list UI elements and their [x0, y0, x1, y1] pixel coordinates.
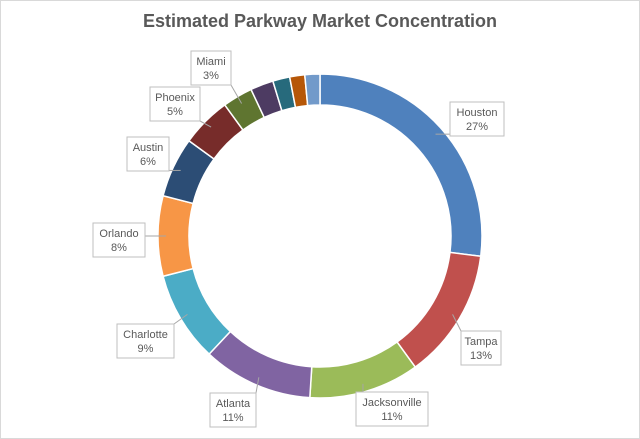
label-box-austin: [126, 136, 170, 172]
data-label-austin: Austin: [133, 142, 164, 154]
data-value-phoenix: 5%: [167, 106, 183, 118]
leader-line-phoenix: [199, 120, 212, 128]
data-label-tampa: Tampa: [464, 336, 498, 348]
leader-line-atlanta: [255, 377, 260, 394]
data-value-jacksonville: 11%: [381, 411, 402, 423]
label-box-orlando: [92, 222, 146, 258]
data-label-jacksonville: Jacksonville: [362, 397, 421, 409]
leader-line-miami: [230, 84, 243, 104]
label-box-jacksonville: [355, 391, 429, 427]
data-value-houston: 27%: [466, 121, 488, 133]
data-value-atlanta: 11%: [222, 412, 243, 424]
data-label-charlotte: Charlotte: [123, 329, 168, 341]
label-box-phoenix: [149, 86, 201, 122]
label-box-charlotte: [116, 323, 175, 359]
chart-title: Estimated Parkway Market Concentration: [142, 11, 498, 31]
label-box-houston: [449, 101, 505, 137]
label-box-tampa: [460, 330, 502, 366]
slice-unlabeled-12: [303, 73, 321, 107]
labels-group: Houston 27% Tampa 13% Jacksonville 11% Atlanta…: [92, 50, 505, 428]
leader-line-tampa: [452, 314, 462, 332]
data-value-charlotte: 9%: [138, 343, 154, 355]
label-box-atlanta: [209, 392, 257, 428]
slice-houston: [319, 73, 483, 258]
data-value-austin: 6%: [140, 156, 156, 168]
data-label-houston: Houston: [457, 107, 498, 119]
data-label-miami: Miami: [196, 56, 225, 68]
leader-line-charlotte: [173, 313, 188, 325]
slices-group: [157, 73, 483, 399]
data-label-orlando: Orlando: [99, 228, 138, 240]
slice-atlanta: [208, 330, 313, 399]
data-value-miami: 3%: [203, 70, 219, 82]
data-value-tampa: 13%: [470, 350, 492, 362]
label-box-miami: [190, 50, 232, 86]
data-label-atlanta: Atlanta: [216, 398, 251, 410]
data-value-orlando: 8%: [111, 242, 127, 254]
data-label-phoenix: Phoenix: [155, 92, 195, 104]
